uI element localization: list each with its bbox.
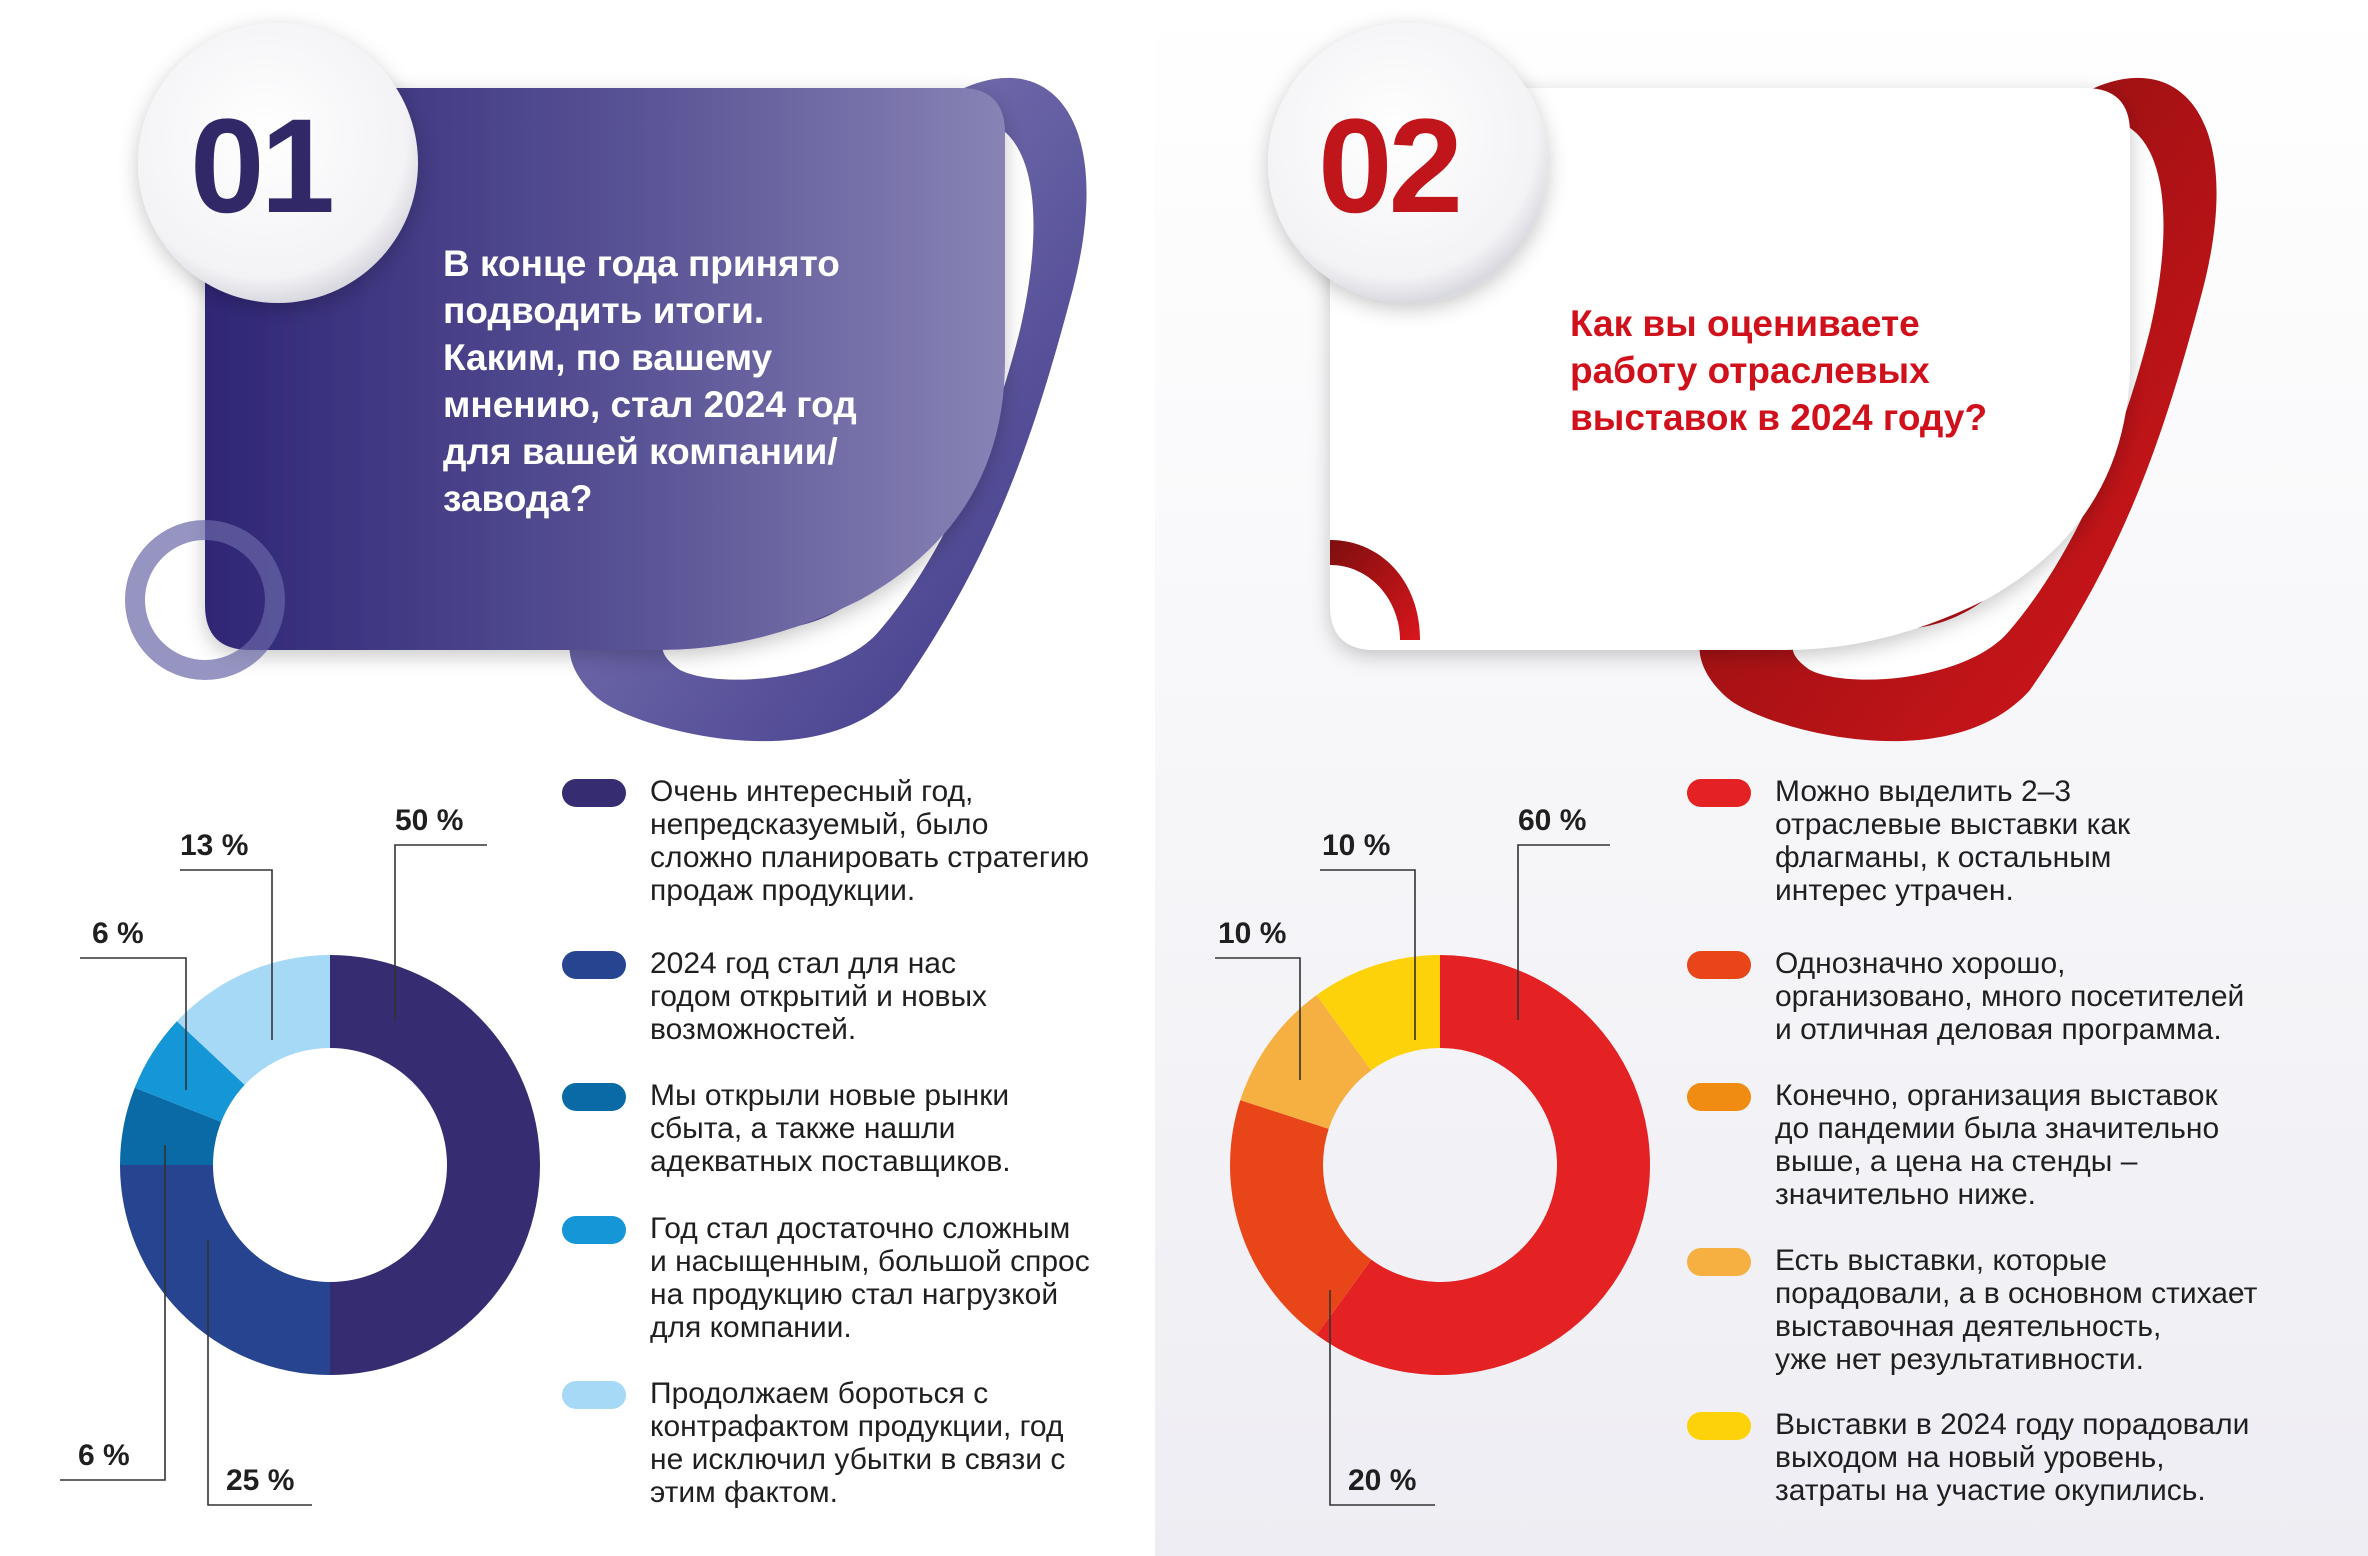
legend-item: 2024 год стал для нас годом открытий и н… [560, 947, 1160, 1046]
data-label: 6 % [78, 1439, 130, 1472]
legend-item: Мы открыли новые рынки сбыта, а также на… [560, 1079, 1160, 1178]
legend-swatch [562, 1216, 626, 1244]
data-label: 60 % [1518, 804, 1586, 837]
data-label: 20 % [1348, 1464, 1416, 1497]
leader-line [1517, 844, 1610, 1020]
legend-2: Можно выделить 2–3 отраслевые выставки к… [1685, 775, 2325, 1507]
leader-line [1329, 1290, 1435, 1506]
legend-label: Конечно, организация выставок до пандеми… [1775, 1079, 2220, 1211]
legend-label: 2024 год стал для нас годом открытий и н… [650, 947, 988, 1046]
q2-ribbon-inner [1792, 119, 2164, 680]
data-label: 6 % [92, 917, 144, 950]
q1-number-circle [138, 23, 418, 303]
q1-card [205, 88, 1005, 650]
leader-line [394, 844, 487, 1020]
donut-slice [120, 1087, 222, 1165]
q1-ribbon-inner [662, 119, 1034, 680]
leader-line [80, 957, 187, 1090]
legend-swatch [562, 779, 626, 807]
donut-slice [330, 955, 540, 1375]
legend-swatch [1687, 1248, 1751, 1276]
donut-slice [1316, 955, 1651, 1376]
legend-label: Однозначно хорошо, организовано, много п… [1775, 947, 2245, 1046]
legend-swatch [562, 951, 626, 979]
leader-line [180, 869, 273, 1040]
legend-item: Можно выделить 2–3 отраслевые выставки к… [1685, 775, 2325, 907]
legend-item: Продолжаем бороться с контрафактом проду… [560, 1377, 1160, 1509]
donut-slice [176, 955, 330, 1085]
legend-label: Есть выставки, которые порадовали, а в о… [1775, 1244, 2258, 1376]
donut-slice [120, 1165, 330, 1375]
q2-number-circle [1268, 23, 1548, 303]
donut-slice [1230, 1100, 1372, 1335]
leader-line [1320, 869, 1416, 1040]
data-label: 13 % [180, 829, 248, 862]
q1-ribbon [569, 77, 1087, 742]
donut-slice [1240, 995, 1372, 1129]
legend-swatch [1687, 1083, 1751, 1111]
legend-swatch [1687, 951, 1751, 979]
legend-1: Очень интересный год, непредсказуемый, б… [560, 775, 1160, 1509]
legend-item: Год стал достаточно сложным и насыщенным… [560, 1212, 1160, 1344]
q2-ribbon [1699, 77, 2217, 742]
legend-item: Есть выставки, которые порадовали, а в о… [1685, 1244, 2325, 1376]
question-2-title: Как вы оцениваете работу отраслевых выст… [1570, 303, 1988, 438]
legend-item: Выставки в 2024 году порадовали выходом … [1685, 1408, 2325, 1507]
legend-label: Продолжаем бороться с контрафактом проду… [650, 1377, 1066, 1509]
data-label: 10 % [1218, 917, 1286, 950]
question-number-1: 01 [190, 92, 335, 241]
legend-label: Мы открыли новые рынки сбыта, а также на… [650, 1079, 1011, 1178]
data-label: 10 % [1322, 829, 1390, 862]
leader-line [60, 1145, 166, 1481]
leader-line [1215, 957, 1301, 1080]
legend-swatch [1687, 1412, 1751, 1440]
q2-card-corner-deco [1330, 540, 1420, 640]
legend-label: Очень интересный год, непредсказуемый, б… [650, 775, 1090, 907]
data-label: 25 % [226, 1464, 294, 1497]
legend-label: Год стал достаточно сложным и насыщенным… [650, 1212, 1090, 1344]
donut-slice [1316, 955, 1440, 1071]
q1-card-ring-deco [125, 520, 285, 680]
legend-label: Можно выделить 2–3 отраслевые выставки к… [1775, 775, 2131, 907]
legend-swatch [1687, 779, 1751, 807]
legend-item: Однозначно хорошо, организовано, много п… [1685, 947, 2325, 1046]
donut-slice [134, 1021, 245, 1122]
legend-item: Очень интересный год, непредсказуемый, б… [560, 775, 1160, 907]
legend-label: Выставки в 2024 году порадовали выходом … [1775, 1408, 2250, 1507]
data-label: 50 % [395, 804, 463, 837]
question-1-title: В конце года принято подводить итоги. Ка… [443, 243, 857, 519]
legend-swatch [562, 1381, 626, 1409]
legend-item: Конечно, организация выставок до пандеми… [1685, 1079, 2325, 1211]
legend-swatch [562, 1083, 626, 1111]
question-number-2: 02 [1318, 92, 1463, 241]
leader-line [207, 1240, 312, 1506]
